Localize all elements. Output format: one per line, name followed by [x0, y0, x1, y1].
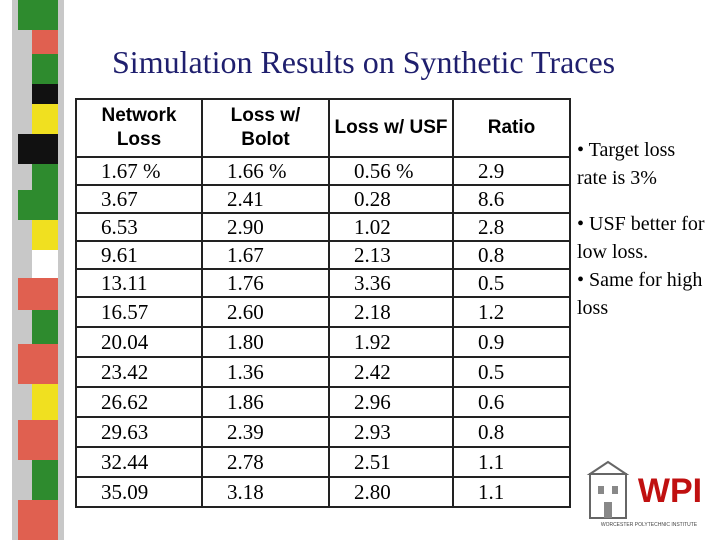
table-cell: 16.57 [75, 296, 203, 328]
table-row: 26.62 1.86 2.96 0.6 [75, 386, 571, 418]
table-cell: 0.6 [452, 386, 571, 418]
results-table: Network Loss Loss w/ Bolot Loss w/ USF Rati… [75, 98, 571, 508]
table-cell: 1.1 [452, 476, 571, 508]
table-cell: 2.96 [328, 386, 454, 418]
decorative-stripe [12, 0, 64, 540]
table-cell: 23.42 [75, 356, 203, 388]
table-cell: 3.36 [328, 268, 454, 298]
table-cell: 1.76 [201, 268, 330, 298]
header-cell: Loss w/ USF [328, 98, 454, 158]
table-cell: 1.66 % [201, 156, 330, 186]
table-cell: 9.61 [75, 240, 203, 270]
table-row: 35.09 3.18 2.80 1.1 [75, 476, 571, 508]
table-cell: 2.39 [201, 416, 330, 448]
table-cell: 2.60 [201, 296, 330, 328]
table-cell: 6.53 [75, 212, 203, 242]
table-cell: 0.5 [452, 356, 571, 388]
wpi-logo: WPI WORCESTER POLYTECHNIC INSTITUTE [586, 460, 702, 528]
header-cell: Loss w/ Bolot [201, 98, 330, 158]
bullet: • USF better for low loss. [577, 213, 705, 263]
table-cell: 1.02 [328, 212, 454, 242]
table-row: 13.11 1.76 3.36 0.5 [75, 268, 571, 298]
bullet: • Target loss rate is 3% [577, 139, 676, 189]
table-cell: 2.8 [452, 212, 571, 242]
table-row: 3.67 2.41 0.28 8.6 [75, 184, 571, 214]
table-row: 9.61 1.67 2.13 0.8 [75, 240, 571, 270]
table-cell: 3.18 [201, 476, 330, 508]
table-cell: 0.8 [452, 416, 571, 448]
slide-title: Simulation Results on Synthetic Traces [112, 44, 616, 80]
table-row: 16.57 2.60 2.18 1.2 [75, 296, 571, 328]
header-cell: Network Loss [75, 98, 203, 158]
table-cell: 1.92 [328, 326, 454, 358]
table-cell: 2.51 [328, 446, 454, 478]
table-row: 20.04 1.80 1.92 0.9 [75, 326, 571, 358]
table-cell: 35.09 [75, 476, 203, 508]
table-cell: 2.13 [328, 240, 454, 270]
table-cell: 8.6 [452, 184, 571, 214]
table-cell: 2.90 [201, 212, 330, 242]
table-cell: 0.9 [452, 326, 571, 358]
table-cell: 13.11 [75, 268, 203, 298]
header-cell: Ratio [452, 98, 571, 158]
table-cell: 32.44 [75, 446, 203, 478]
table-cell: 2.41 [201, 184, 330, 214]
header-row: Network Loss Loss w/ Bolot Loss w/ USF Rati… [75, 98, 571, 158]
table-cell: 1.2 [452, 296, 571, 328]
table-cell: 20.04 [75, 326, 203, 358]
table-cell: 0.56 % [328, 156, 454, 186]
bullet-list: • Target loss rate is 3% • USF better for… [577, 136, 707, 340]
table-cell: 2.9 [452, 156, 571, 186]
table-cell: 2.78 [201, 446, 330, 478]
table-cell: 1.80 [201, 326, 330, 358]
table-row: 29.63 2.39 2.93 0.8 [75, 416, 571, 448]
table-cell: 0.5 [452, 268, 571, 298]
table-cell: 26.62 [75, 386, 203, 418]
table-row: 23.42 1.36 2.42 0.5 [75, 356, 571, 388]
table-cell: 1.86 [201, 386, 330, 418]
table-row: 32.44 2.78 2.51 1.1 [75, 446, 571, 478]
table-cell: 2.80 [328, 476, 454, 508]
table-cell: 0.28 [328, 184, 454, 214]
table-cell: 1.1 [452, 446, 571, 478]
table-cell: 1.36 [201, 356, 330, 388]
table-row: 1.67 % 1.66 % 0.56 % 2.9 [75, 156, 571, 186]
logo-subtitle: WORCESTER POLYTECHNIC INSTITUTE [601, 522, 698, 528]
table-cell: 2.18 [328, 296, 454, 328]
table-cell: 2.93 [328, 416, 454, 448]
table-cell: 2.42 [328, 356, 454, 388]
table-cell: 29.63 [75, 416, 203, 448]
table-cell: 1.67 % [75, 156, 203, 186]
logo-name: WPI [638, 472, 702, 510]
table-cell: 1.67 [201, 240, 330, 270]
table-cell: 0.8 [452, 240, 571, 270]
table-cell: 3.67 [75, 184, 203, 214]
table-row: 6.53 2.90 1.02 2.8 [75, 212, 571, 242]
bullet: • Same for high loss [577, 269, 703, 319]
